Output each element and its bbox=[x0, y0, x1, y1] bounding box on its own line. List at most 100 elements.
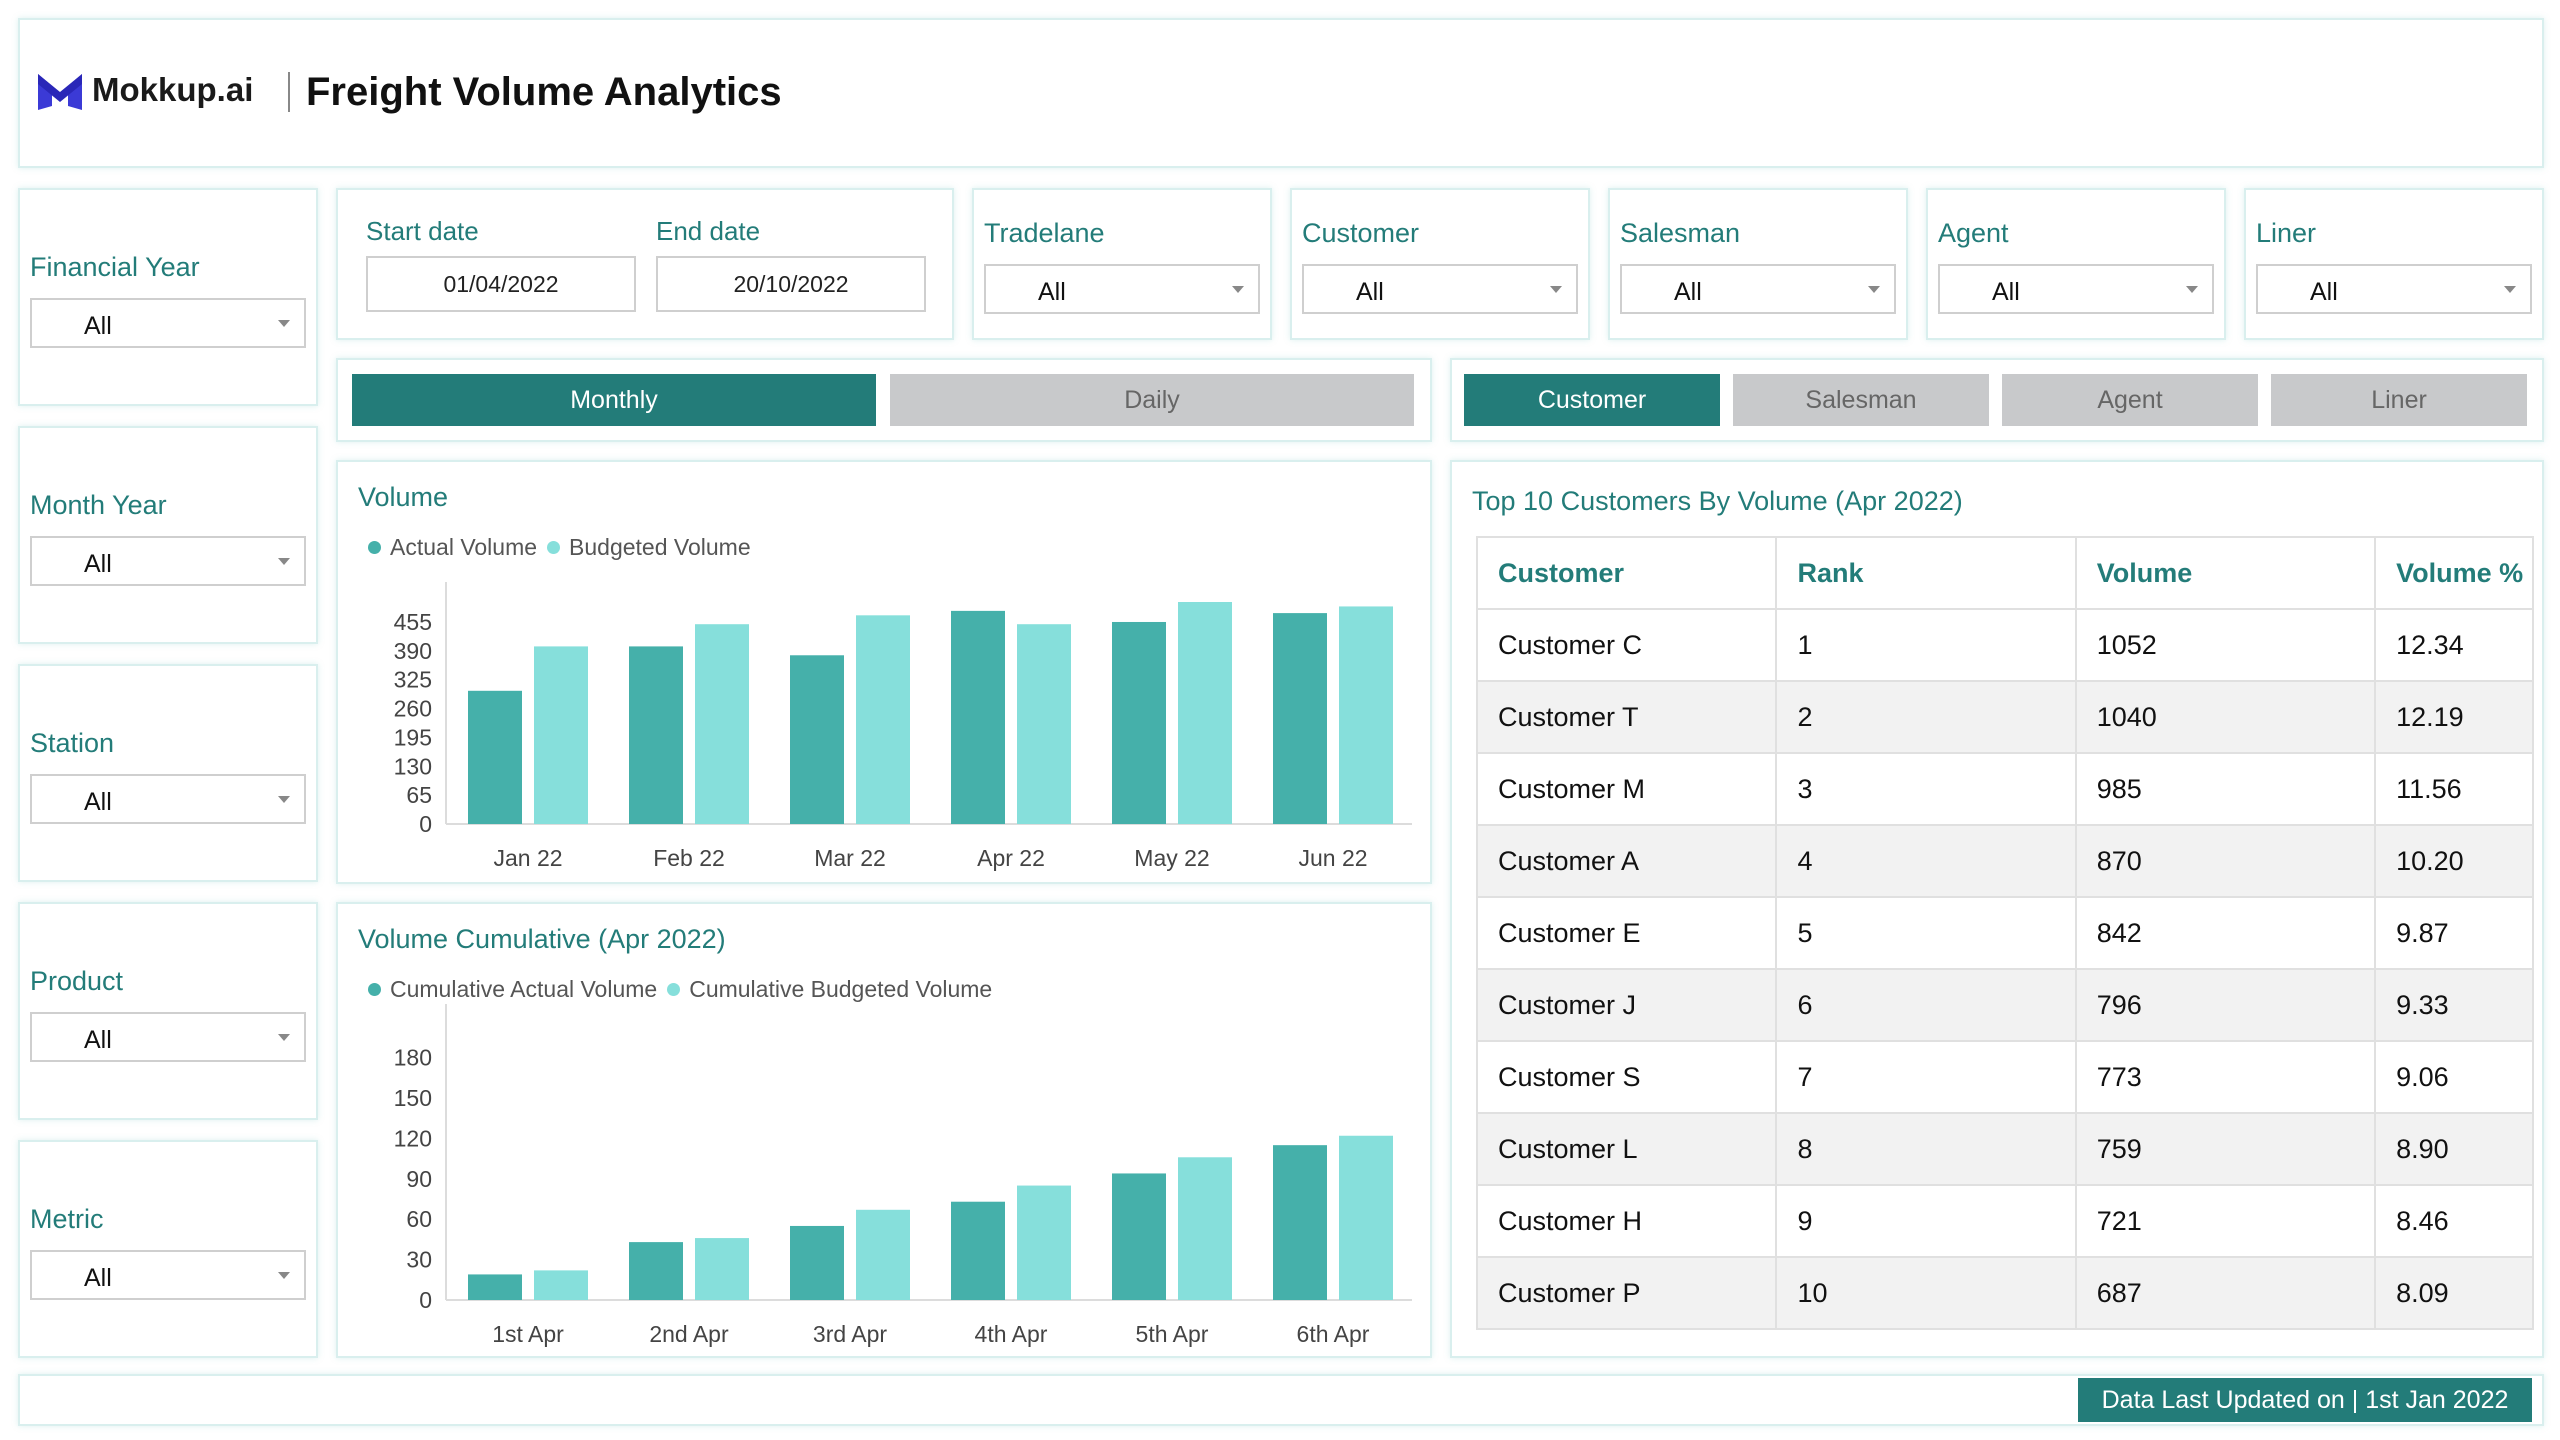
bar-budget-2nd-apr[interactable] bbox=[695, 1238, 749, 1300]
tab-agent[interactable]: Agent bbox=[2002, 374, 2258, 426]
filter-label: Salesman bbox=[1620, 218, 1741, 248]
bar-actual-4th-apr[interactable] bbox=[951, 1201, 1005, 1300]
bar-budget-feb-22[interactable] bbox=[695, 624, 749, 824]
column-header-rank[interactable]: Rank bbox=[1775, 536, 2077, 610]
bar-actual-may-22[interactable] bbox=[1112, 621, 1166, 824]
cumulative-chart-panel: Volume Cumulative (Apr 2022) Cumulative … bbox=[336, 902, 1432, 1358]
logo: Mokkup.ai bbox=[38, 70, 253, 110]
filter-panel-metric: Metric All bbox=[18, 1140, 318, 1358]
y-tick-label: 130 bbox=[394, 753, 432, 779]
table-row[interactable]: Customer T 2 1040 12.19 bbox=[1475, 680, 2534, 754]
table-row[interactable]: Customer M 3 985 11.56 bbox=[1475, 752, 2534, 826]
filter-panel-month-year: Month Year All bbox=[18, 426, 318, 644]
start-date-input[interactable]: 01/04/2022 bbox=[366, 256, 636, 312]
select-value: All bbox=[1992, 278, 2020, 306]
table-row[interactable]: Customer C 1 1052 12.34 bbox=[1475, 608, 2534, 682]
table-row[interactable]: Customer P 10 687 8.09 bbox=[1475, 1256, 2534, 1330]
filter-panel-liner: Liner All bbox=[2244, 188, 2544, 340]
bar-actual-3rd-apr[interactable] bbox=[790, 1225, 844, 1300]
bar-budget-mar-22[interactable] bbox=[856, 615, 910, 824]
filter-panel-customer: Customer All bbox=[1290, 188, 1590, 340]
chevron-down-icon bbox=[1550, 286, 1562, 293]
station-select[interactable]: All bbox=[30, 774, 306, 824]
tab-customer[interactable]: Customer bbox=[1464, 374, 1720, 426]
table-cell-volume: 8.46 bbox=[2374, 1184, 2534, 1258]
table-cell-volume: 1052 bbox=[2074, 608, 2377, 682]
bar-actual-mar-22[interactable] bbox=[790, 655, 844, 824]
table-cell-rank: 1 bbox=[1775, 608, 2077, 682]
x-tick-label: 2nd Apr bbox=[649, 1321, 729, 1347]
filter-panel-agent: Agent All bbox=[1926, 188, 2226, 340]
customer-select[interactable]: All bbox=[1302, 264, 1578, 314]
x-tick-label: 4th Apr bbox=[975, 1321, 1048, 1347]
filter-label: Station bbox=[30, 728, 115, 758]
salesman-select[interactable]: All bbox=[1620, 264, 1896, 314]
tab-monthly[interactable]: Monthly bbox=[352, 374, 876, 426]
table-row[interactable]: Customer E 5 842 9.87 bbox=[1475, 896, 2534, 970]
bar-budget-jun-22[interactable] bbox=[1339, 606, 1393, 824]
table-cell-volume: 842 bbox=[2074, 896, 2377, 970]
tradelane-select[interactable]: All bbox=[984, 264, 1260, 314]
table-row[interactable]: Customer S 7 773 9.06 bbox=[1475, 1040, 2534, 1114]
table-row[interactable]: Customer A 4 870 10.20 bbox=[1475, 824, 2534, 898]
bar-actual-1st-apr[interactable] bbox=[468, 1274, 522, 1300]
chevron-down-icon bbox=[1232, 286, 1244, 293]
bar-actual-apr-22[interactable] bbox=[951, 610, 1005, 824]
legend-cum-actual: Cumulative Actual Volume bbox=[368, 976, 657, 1003]
tab-daily[interactable]: Daily bbox=[890, 374, 1414, 426]
bar-budget-4th-apr[interactable] bbox=[1017, 1185, 1071, 1300]
agent-select[interactable]: All bbox=[1938, 264, 2214, 314]
month-year-select[interactable]: All bbox=[30, 536, 306, 586]
tab-salesman[interactable]: Salesman bbox=[1733, 374, 1989, 426]
y-tick-label: 0 bbox=[419, 811, 432, 837]
filter-label: Metric bbox=[30, 1204, 104, 1234]
column-header-customer[interactable]: Customer bbox=[1475, 536, 1778, 610]
chevron-down-icon bbox=[1868, 286, 1880, 293]
bar-budget-5th-apr[interactable] bbox=[1178, 1157, 1232, 1300]
bar-budget-jan-22[interactable] bbox=[534, 646, 588, 824]
bar-actual-feb-22[interactable] bbox=[629, 646, 683, 824]
column-header-volume[interactable]: Volume % bbox=[2374, 536, 2534, 610]
bar-budget-apr-22[interactable] bbox=[1017, 624, 1071, 824]
chevron-down-icon bbox=[278, 1034, 290, 1041]
select-value: All bbox=[84, 550, 112, 578]
header-bar: Mokkup.ai Freight Volume Analytics bbox=[18, 18, 2544, 168]
bar-actual-6th-apr[interactable] bbox=[1273, 1145, 1327, 1300]
filter-panel-tradelane: Tradelane All bbox=[972, 188, 1272, 340]
tab-liner[interactable]: Liner bbox=[2271, 374, 2527, 426]
financial-year-select[interactable]: All bbox=[30, 298, 306, 348]
bar-budget-may-22[interactable] bbox=[1178, 602, 1232, 824]
bar-budget-3rd-apr[interactable] bbox=[856, 1209, 910, 1300]
bar-actual-jun-22[interactable] bbox=[1273, 613, 1327, 824]
legend-dot-icon bbox=[368, 541, 381, 554]
chevron-down-icon bbox=[278, 320, 290, 327]
legend-cum-budget: Cumulative Budgeted Volume bbox=[667, 976, 992, 1003]
legend-actual: Actual Volume bbox=[368, 534, 537, 561]
select-value: All bbox=[2310, 278, 2338, 306]
table-cell-rank: 6 bbox=[1775, 968, 2077, 1042]
period-tabs-panel: Monthly Daily bbox=[336, 358, 1432, 442]
bar-actual-2nd-apr[interactable] bbox=[629, 1242, 683, 1300]
metric-select[interactable]: All bbox=[30, 1250, 306, 1300]
legend-actual-label: Actual Volume bbox=[390, 534, 538, 560]
liner-select[interactable]: All bbox=[2256, 264, 2532, 314]
table-cell-customer: Customer E bbox=[1475, 896, 1778, 970]
filter-label: Financial Year bbox=[30, 252, 200, 282]
end-date-input[interactable]: 20/10/2022 bbox=[656, 256, 926, 312]
table-row[interactable]: Customer J 6 796 9.33 bbox=[1475, 968, 2534, 1042]
product-select[interactable]: All bbox=[30, 1012, 306, 1062]
table-row[interactable]: Customer L 8 759 8.90 bbox=[1475, 1112, 2534, 1186]
bar-actual-5th-apr[interactable] bbox=[1112, 1173, 1166, 1300]
y-tick-label: 0 bbox=[419, 1287, 432, 1313]
entity-tabs-panel: Customer Salesman Agent Liner bbox=[1450, 358, 2544, 442]
bar-actual-jan-22[interactable] bbox=[468, 690, 522, 824]
bar-budget-6th-apr[interactable] bbox=[1339, 1135, 1393, 1300]
table-cell-volume: 796 bbox=[2074, 968, 2377, 1042]
y-tick-label: 195 bbox=[394, 724, 432, 750]
column-header-volume[interactable]: Volume bbox=[2074, 536, 2377, 610]
table-row[interactable]: Customer H 9 721 8.46 bbox=[1475, 1184, 2534, 1258]
select-value: All bbox=[84, 1026, 112, 1054]
table-cell-customer: Customer J bbox=[1475, 968, 1778, 1042]
select-value: All bbox=[1038, 278, 1066, 306]
bar-budget-1st-apr[interactable] bbox=[534, 1270, 588, 1300]
